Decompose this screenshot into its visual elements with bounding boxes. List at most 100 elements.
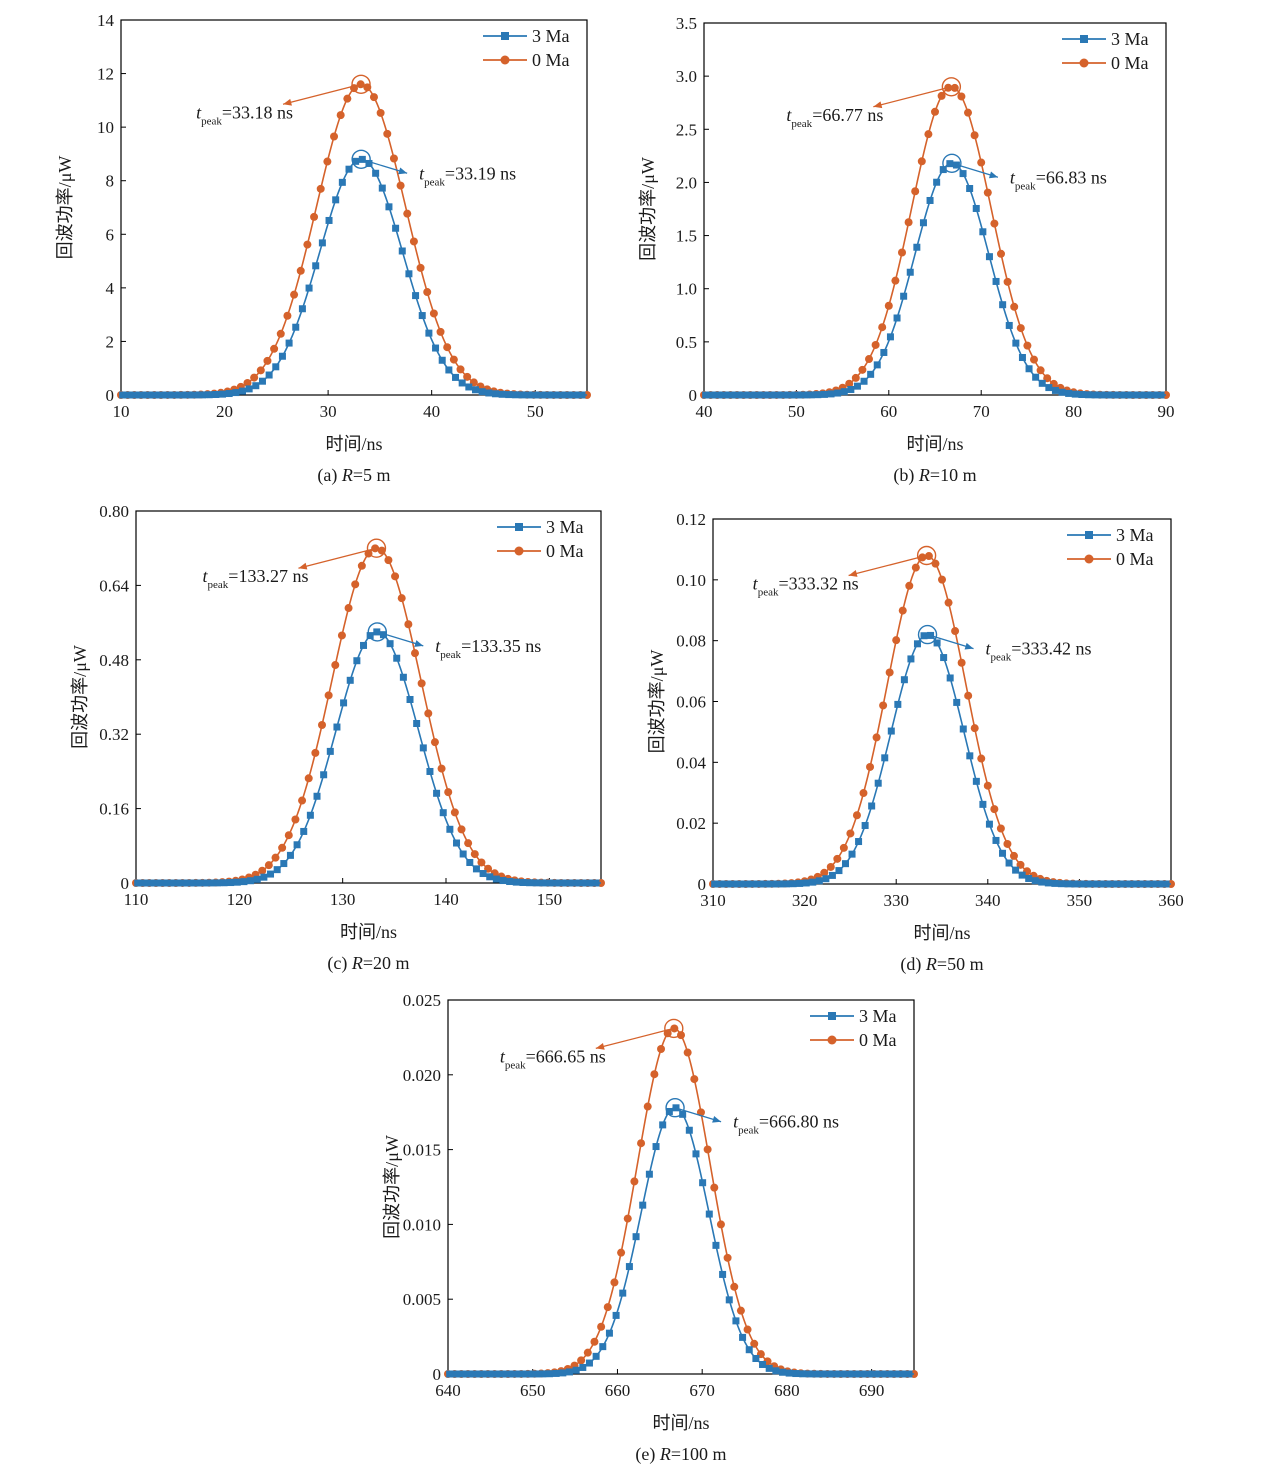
data-point bbox=[957, 92, 966, 101]
y-axis-title: 回波功率/μW bbox=[382, 1135, 402, 1239]
data-point bbox=[853, 382, 861, 390]
data-point bbox=[373, 628, 381, 636]
data-point bbox=[305, 284, 313, 292]
data-point bbox=[378, 184, 386, 192]
data-point bbox=[477, 858, 486, 867]
legend-label: 3 Ma bbox=[532, 26, 570, 46]
data-point bbox=[724, 880, 732, 888]
data-point bbox=[213, 879, 221, 887]
data-point bbox=[324, 691, 333, 700]
data-point bbox=[964, 691, 973, 700]
data-point bbox=[411, 649, 419, 658]
data-point bbox=[946, 674, 954, 682]
data-point bbox=[959, 725, 967, 733]
data-point bbox=[946, 160, 954, 168]
data-point bbox=[772, 1367, 780, 1375]
data-point bbox=[858, 1370, 866, 1378]
peak-label: tpeak=666.80 ns bbox=[733, 1112, 839, 1137]
peak-label: tpeak=33.19 ns bbox=[419, 163, 516, 188]
data-point bbox=[546, 1370, 554, 1378]
data-point bbox=[966, 752, 974, 760]
data-point bbox=[397, 594, 406, 603]
series-line bbox=[121, 158, 587, 396]
peak-label-sub: peak bbox=[791, 118, 812, 130]
data-point bbox=[805, 1370, 813, 1378]
data-point bbox=[399, 673, 407, 681]
caption-prefix: (e) bbox=[635, 1444, 659, 1465]
data-point bbox=[904, 218, 913, 227]
data-point bbox=[900, 292, 908, 300]
caption-rest: =100 m bbox=[671, 1444, 727, 1464]
data-point bbox=[759, 1360, 767, 1368]
data-point bbox=[1045, 384, 1053, 392]
data-point bbox=[1065, 389, 1073, 397]
data-point bbox=[572, 879, 580, 887]
data-point bbox=[985, 820, 993, 828]
data-point bbox=[1078, 391, 1086, 399]
data-point bbox=[789, 880, 797, 888]
data-point bbox=[983, 188, 992, 197]
data-point bbox=[1124, 391, 1132, 399]
peak-circle bbox=[917, 624, 938, 645]
y-tick-label: 0 bbox=[433, 1365, 442, 1384]
peak-label-sub: peak bbox=[758, 587, 779, 599]
peak-label: tpeak=666.65 ns bbox=[500, 1046, 606, 1071]
data-point bbox=[802, 879, 810, 887]
chart-caption: (d) R=50 m bbox=[900, 954, 983, 975]
x-tick-label: 150 bbox=[537, 890, 563, 909]
data-point bbox=[865, 1370, 873, 1378]
data-point bbox=[187, 879, 195, 887]
data-point bbox=[492, 1370, 500, 1378]
data-point bbox=[1009, 851, 1018, 860]
y-tick-label: 0 bbox=[106, 386, 115, 405]
legend-item: 0 Ma bbox=[810, 1030, 897, 1050]
data-point bbox=[1012, 339, 1020, 347]
data-point bbox=[845, 1370, 853, 1378]
data-point bbox=[453, 839, 461, 847]
data-point bbox=[612, 1311, 620, 1319]
data-point bbox=[532, 1370, 540, 1378]
data-point bbox=[597, 1322, 606, 1331]
data-point bbox=[519, 1370, 527, 1378]
data-point bbox=[725, 1296, 733, 1304]
peak-circle bbox=[941, 77, 962, 97]
data-point bbox=[919, 219, 927, 227]
data-point bbox=[898, 1370, 906, 1378]
x-tick-label: 70 bbox=[973, 402, 990, 421]
data-point bbox=[304, 774, 313, 783]
data-point bbox=[774, 391, 782, 399]
data-point bbox=[418, 312, 426, 320]
legend-marker bbox=[827, 1035, 837, 1045]
data-point bbox=[396, 181, 405, 190]
data-point bbox=[426, 767, 434, 775]
data-point bbox=[232, 389, 240, 397]
y-tick-label: 0.12 bbox=[676, 510, 706, 529]
data-point bbox=[306, 811, 314, 819]
data-point bbox=[721, 391, 729, 399]
data-point bbox=[345, 165, 353, 173]
data-point bbox=[145, 391, 153, 399]
legend-marker bbox=[514, 546, 524, 556]
data-point bbox=[1057, 880, 1065, 888]
data-point bbox=[1070, 880, 1078, 888]
data-point bbox=[498, 390, 506, 398]
data-point bbox=[1077, 880, 1085, 888]
x-tick-label: 310 bbox=[700, 891, 726, 910]
data-point bbox=[139, 391, 147, 399]
y-tick-label: 12 bbox=[97, 65, 114, 84]
peak-label-t: t bbox=[419, 163, 425, 183]
data-point bbox=[1123, 880, 1131, 888]
peak-label: tpeak=133.35 ns bbox=[435, 636, 541, 661]
data-point bbox=[512, 1370, 520, 1378]
data-point bbox=[796, 879, 804, 887]
data-point bbox=[565, 1368, 573, 1376]
data-point bbox=[326, 747, 334, 755]
legend-marker bbox=[1079, 58, 1089, 68]
data-point bbox=[716, 1220, 725, 1229]
data-point bbox=[466, 858, 474, 866]
plot-frame bbox=[703, 22, 1167, 396]
data-point bbox=[332, 196, 340, 204]
arrowhead-icon bbox=[712, 1115, 722, 1123]
data-point bbox=[745, 1346, 753, 1354]
data-point bbox=[336, 111, 345, 120]
